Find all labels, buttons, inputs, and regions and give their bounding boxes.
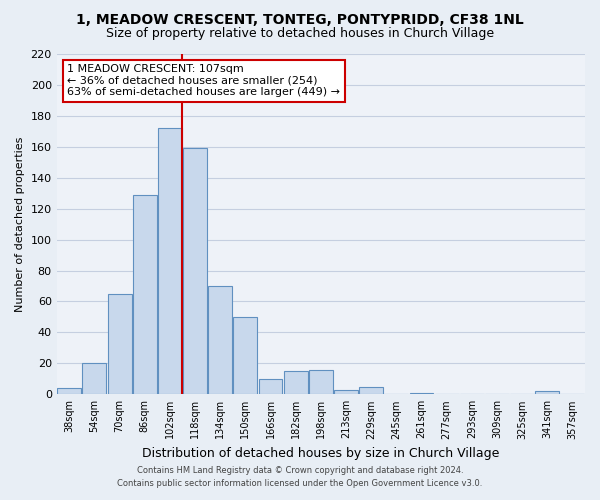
Bar [158, 128, 182, 394]
Bar [183, 148, 207, 394]
Bar [233, 317, 257, 394]
Bar [133, 195, 157, 394]
Bar [535, 391, 559, 394]
X-axis label: Distribution of detached houses by size in Church Village: Distribution of detached houses by size … [142, 447, 500, 460]
Bar [107, 294, 131, 394]
Text: Size of property relative to detached houses in Church Village: Size of property relative to detached ho… [106, 28, 494, 40]
Bar [208, 286, 232, 395]
Bar [309, 370, 333, 394]
Bar [334, 390, 358, 394]
Bar [259, 379, 283, 394]
Bar [82, 364, 106, 394]
Y-axis label: Number of detached properties: Number of detached properties [15, 136, 25, 312]
Bar [284, 371, 308, 394]
Bar [57, 388, 81, 394]
Text: 1 MEADOW CRESCENT: 107sqm
← 36% of detached houses are smaller (254)
63% of semi: 1 MEADOW CRESCENT: 107sqm ← 36% of detac… [67, 64, 340, 98]
Text: 1, MEADOW CRESCENT, TONTEG, PONTYPRIDD, CF38 1NL: 1, MEADOW CRESCENT, TONTEG, PONTYPRIDD, … [76, 12, 524, 26]
Bar [410, 393, 433, 394]
Bar [359, 386, 383, 394]
Text: Contains HM Land Registry data © Crown copyright and database right 2024.
Contai: Contains HM Land Registry data © Crown c… [118, 466, 482, 487]
